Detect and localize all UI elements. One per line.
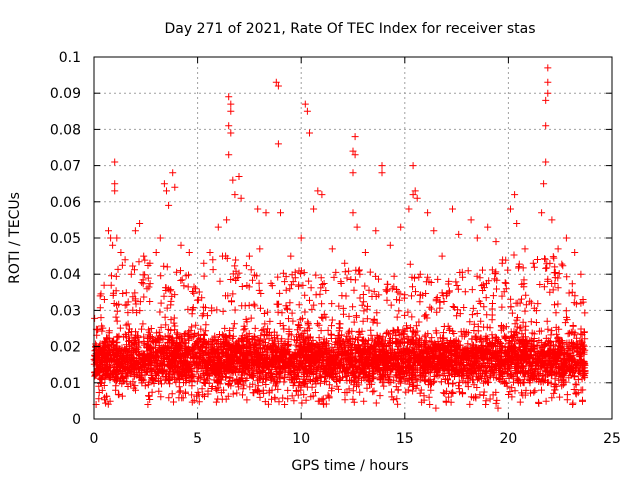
scatter-points <box>90 64 589 412</box>
y-tick-label: 0.09 <box>50 86 81 102</box>
y-axis-label: ROTI / TECUs <box>7 192 23 284</box>
x-tick-labels: 0 5 10 15 20 25 <box>90 431 621 447</box>
y-tick-label: 0.08 <box>50 122 81 138</box>
y-tick-label: 0.02 <box>50 340 81 356</box>
chart-title: Day 271 of 2021, Rate Of TEC Index for r… <box>164 21 535 37</box>
x-tick-label: 15 <box>396 431 414 447</box>
y-tick-label: 0.1 <box>59 50 81 66</box>
x-tick-label: 10 <box>292 431 310 447</box>
y-tick-label: 0 <box>72 412 81 428</box>
axis-ticks <box>93 56 613 420</box>
x-tick-label: 5 <box>193 431 202 447</box>
y-tick-label: 0.03 <box>50 303 81 319</box>
y-tick-labels: 0 0.01 0.02 0.03 0.04 0.05 0.06 0.07 0.08 0.09 0.1 <box>50 50 81 428</box>
y-tick-label: 0.05 <box>50 231 81 247</box>
x-axis-label: GPS time / hours <box>291 458 408 474</box>
x-tick-label: 20 <box>499 431 517 447</box>
x-tick-label: 0 <box>90 431 99 447</box>
data-points <box>90 64 589 412</box>
y-tick-label: 0.06 <box>50 195 81 211</box>
y-tick-label: 0.01 <box>50 376 81 392</box>
y-tick-label: 0.07 <box>50 159 81 175</box>
y-tick-label: 0.04 <box>50 267 81 283</box>
x-tick-label: 25 <box>603 431 621 447</box>
